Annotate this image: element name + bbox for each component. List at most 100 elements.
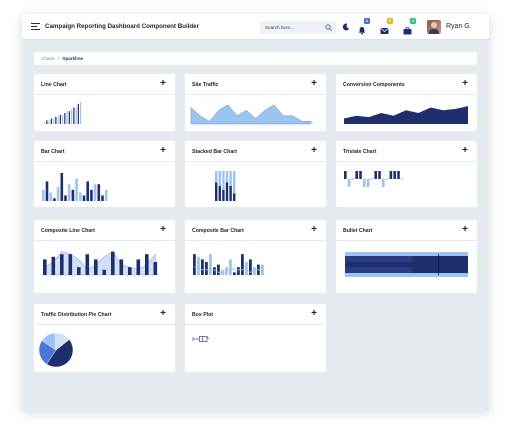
card-title: Box Plot [192, 312, 214, 318]
tristate-bar-zero [385, 178, 389, 180]
add-box-plot-button[interactable]: + [311, 308, 317, 319]
composite-bar [201, 259, 204, 275]
add-bullet-chart-button[interactable]: + [462, 224, 468, 235]
card-stacked-bar-chart: Stacked Bar Chart + [185, 141, 326, 207]
bullet-value-bar [345, 262, 432, 267]
composite-bar [253, 267, 256, 275]
tristate-bar-zero [401, 178, 404, 180]
tristate-bar-zero [351, 178, 355, 180]
site-traffic-sparkline [190, 104, 313, 125]
stacked-bar-chart-sparkline [215, 171, 236, 201]
add-composite-bar-chart-button[interactable]: + [311, 224, 317, 235]
line-chart-sparkline [44, 102, 82, 124]
sparkline-bar [48, 120, 50, 124]
tristate-bar-down [382, 179, 385, 187]
card-bullet-chart: Bullet Chart + [336, 220, 477, 293]
card-title: Composite Bar Chart [192, 228, 244, 234]
bar-chart-sparkline [42, 173, 108, 201]
user-name[interactable]: Ryan G. [446, 23, 472, 30]
add-conversion-components-button[interactable]: + [462, 78, 468, 89]
card-title: Bullet Chart [343, 228, 373, 234]
sparkline-bar [50, 118, 52, 124]
add-tristate-chart-button[interactable]: + [462, 145, 468, 156]
pie-slice [46, 339, 74, 368]
add-stacked-bar-chart-button[interactable]: + [311, 145, 317, 156]
composite-line-bar [68, 254, 73, 275]
card-box-plot: Box Plot + [185, 304, 326, 372]
card-title: Site Traffic [192, 82, 219, 88]
bar-chart-bar [93, 184, 97, 201]
stacked-bar-bottom [222, 189, 225, 201]
card-tristate-chart: Tristate Chart + [336, 141, 477, 207]
tristate-bar-up [359, 171, 362, 179]
briefcase-icon [403, 27, 412, 35]
tristate-chart-sparkline [344, 171, 404, 187]
card-header: Tristate Chart + [336, 141, 477, 162]
card-conversion-components: Conversion Components + [336, 74, 477, 131]
search-input[interactable] [265, 23, 323, 32]
box-iqr [199, 336, 208, 342]
card-composite-bar-chart: Composite Bar Chart + [185, 220, 326, 293]
tristate-bar-up [397, 171, 400, 179]
search-icon[interactable] [325, 24, 332, 31]
add-composite-line-chart-button[interactable]: + [160, 224, 166, 235]
bar-chart-bar [42, 189, 45, 201]
menu-icon[interactable] [31, 23, 40, 31]
box-plot-sparkline [192, 336, 209, 342]
moon-icon[interactable] [342, 23, 350, 31]
tasks-badge: 3 [410, 18, 416, 24]
stacked-bar-top [225, 171, 229, 183]
composite-bar [225, 267, 228, 275]
breadcrumb-separator: / [57, 56, 60, 61]
composite-line-bar [145, 254, 149, 275]
avatar[interactable] [427, 20, 441, 34]
notifications-button[interactable]: 3 [358, 18, 370, 40]
card-header: Line Chart + [34, 74, 175, 95]
traffic-distribution-pie [38, 332, 74, 368]
search-box[interactable] [260, 21, 336, 34]
composite-line-bar [43, 259, 47, 275]
composite-bar [205, 262, 208, 275]
bar-chart-bar [104, 189, 108, 201]
tasks-button[interactable]: 3 [403, 18, 416, 40]
messages-button[interactable]: 5 [380, 18, 393, 40]
sparkline-bar [75, 107, 77, 124]
composite-line-bar [51, 256, 56, 275]
sparkline-bar [44, 122, 46, 124]
card-header: Box Plot + [185, 304, 326, 325]
bar-chart-bar [53, 198, 56, 201]
breadcrumb-current: Sparkline [62, 56, 84, 61]
add-line-chart-button[interactable]: + [160, 78, 166, 89]
tristate-bar-up [393, 171, 396, 179]
bar-chart-bar [97, 184, 101, 201]
card-line-chart: Line Chart + [34, 74, 175, 131]
composite-line-bar [77, 267, 81, 275]
stacked-bar-bottom [218, 186, 221, 201]
add-pie-chart-button[interactable]: + [160, 308, 166, 319]
card-title: Composite Line Chart [41, 228, 95, 234]
bar-chart-bar [64, 195, 67, 201]
sparkline-bar [71, 109, 73, 124]
composite-line-bar [128, 267, 132, 275]
mail-icon [380, 28, 389, 34]
card-bar-chart: Bar Chart + [34, 141, 175, 207]
composite-bar [197, 256, 200, 275]
app-window: Campaign Reporting Dashboard Component B… [22, 14, 489, 411]
composite-line-chart-sparkline [42, 251, 158, 276]
composite-bar-chart-sparkline [193, 254, 264, 275]
bar-chart-bar [56, 187, 60, 201]
messages-badge: 5 [387, 18, 393, 24]
tristate-bar-zero [370, 178, 374, 180]
app-title: Campaign Reporting Dashboard Component B… [45, 23, 200, 30]
stacked-bar-bottom [225, 182, 229, 201]
tristate-bar-up [389, 171, 393, 179]
stacked-bar-bottom [229, 186, 232, 201]
card-header: Composite Bar Chart + [185, 220, 326, 241]
sparkline-bar [77, 103, 79, 124]
tristate-bar-up [374, 171, 377, 179]
bar-chart-bar [60, 173, 64, 201]
add-bar-chart-button[interactable]: + [160, 145, 166, 156]
add-site-traffic-button[interactable]: + [311, 78, 317, 89]
composite-bar [261, 264, 264, 275]
breadcrumb-charts-link[interactable]: Charts [41, 56, 55, 61]
